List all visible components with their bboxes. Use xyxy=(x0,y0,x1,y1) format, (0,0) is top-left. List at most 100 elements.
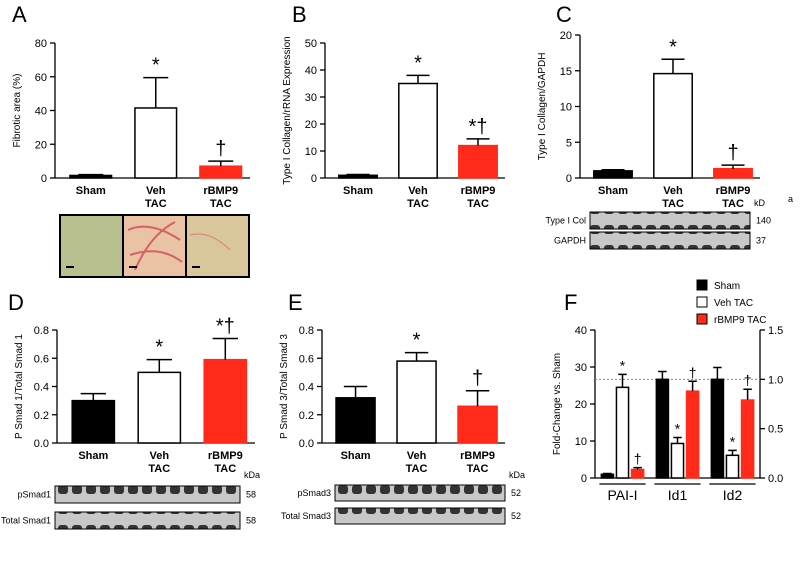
bar xyxy=(71,399,116,444)
error-bar xyxy=(618,373,627,388)
bar xyxy=(653,72,693,179)
blot-size: 58 xyxy=(246,490,256,500)
y-tick-label: 0.0 xyxy=(34,438,49,450)
x-tick-label: Veh TAC xyxy=(407,185,429,210)
significance-mark: † xyxy=(634,451,642,467)
histology-fibers xyxy=(127,221,183,271)
x-tick-label: rBMP9 TAC xyxy=(716,185,751,210)
error-bar xyxy=(465,389,490,407)
error-bar xyxy=(688,380,697,392)
y-tick-label: 20 xyxy=(575,399,587,411)
bar xyxy=(458,144,498,179)
x-tick-label: Id2 xyxy=(723,487,743,503)
x-tick-label: Veh TAC xyxy=(406,450,428,475)
significance-mark: * xyxy=(413,330,421,352)
x-tick-label: Sham xyxy=(343,185,373,197)
y-tick-label: 0.0 xyxy=(299,438,314,450)
blot-label: pSmad3 xyxy=(297,488,331,498)
blot-label: Type I Col xyxy=(545,216,586,226)
error-bar xyxy=(713,366,722,380)
error-bar xyxy=(728,449,737,456)
y-tick-label: 0.4 xyxy=(34,382,49,394)
blot-label: pSmad1 xyxy=(17,490,51,500)
bar xyxy=(335,397,376,444)
significance-mark: * xyxy=(152,55,160,77)
scale-bar xyxy=(129,266,137,268)
histology-images xyxy=(59,214,250,278)
blot-label: Total Smad3 xyxy=(281,511,331,521)
bar xyxy=(593,170,633,179)
error-bar xyxy=(601,169,625,171)
error-bar xyxy=(603,472,612,475)
y-tick-label: 80 xyxy=(35,38,47,50)
legend-label: rBMP9 TAC xyxy=(714,315,766,326)
panel-letter: D xyxy=(8,290,24,315)
blot-row xyxy=(334,484,506,502)
y-tick-label: 30 xyxy=(305,92,317,104)
y-tick-label: 0.2 xyxy=(34,410,49,422)
x-tick-label: Veh TAC xyxy=(662,185,684,210)
bar xyxy=(655,378,670,479)
legend-swatch xyxy=(696,296,708,308)
legend-label: Veh TAC xyxy=(714,298,753,309)
y-axis-label: P Smad 3/Total Smad 3 xyxy=(279,334,290,439)
y-tick-label: 40 xyxy=(35,106,47,118)
error-bar xyxy=(721,164,745,169)
error-bar xyxy=(743,388,752,401)
x-tick-label: Sham xyxy=(341,450,371,462)
bar xyxy=(69,174,113,179)
bar xyxy=(338,174,378,179)
y-axis-label: Fold-Change vs. Sham xyxy=(552,353,563,455)
y-tick-label: 10 xyxy=(560,102,572,114)
significance-mark: * xyxy=(620,357,626,373)
panel-letter: C xyxy=(556,2,572,27)
error-bar xyxy=(78,173,104,176)
x-tick-label: Sham xyxy=(76,185,106,197)
error-bar xyxy=(406,74,430,84)
significance-mark: * xyxy=(675,421,681,437)
y-tick-label: 40 xyxy=(305,65,317,77)
y-axis-label: Type I Collagen/rRNA Expression xyxy=(282,36,293,184)
blot-row xyxy=(589,231,751,250)
significance-mark: * xyxy=(155,337,163,359)
legend-label: Sham xyxy=(714,281,740,292)
y-tick-label: 40 xyxy=(575,325,587,337)
blot-row xyxy=(54,511,241,530)
y-axis-label: Fibrotic area (%) xyxy=(12,74,23,148)
error-bar xyxy=(80,392,106,401)
y-tick-label: 0 xyxy=(581,473,587,485)
bar xyxy=(398,82,438,179)
blot-size: 52 xyxy=(511,511,521,521)
bar xyxy=(137,371,182,444)
significance-mark: * xyxy=(669,36,677,58)
x-tick-label: Sham xyxy=(598,185,628,197)
error-bar xyxy=(633,466,642,470)
blot-size: 37 xyxy=(756,236,766,246)
bar xyxy=(203,358,248,444)
legend-swatch xyxy=(696,313,708,325)
blot-size: 58 xyxy=(246,516,256,526)
x-tick-label: Veh TAC xyxy=(148,450,170,475)
bar xyxy=(615,386,630,479)
y-tick-label: 0.2 xyxy=(299,410,314,422)
bar xyxy=(630,468,645,479)
significance-mark: *† xyxy=(216,315,235,337)
blot-row xyxy=(54,485,241,504)
y-tick-label: 10 xyxy=(575,436,587,448)
significance-mark: † xyxy=(744,372,752,388)
bar xyxy=(457,405,498,444)
y-tick-label: 5 xyxy=(566,137,572,149)
y-tick-label: 20 xyxy=(305,119,317,131)
y2-tick-label: 0.0 xyxy=(768,473,783,485)
x-tick-label: PAI-I xyxy=(607,487,637,503)
error-bar xyxy=(143,76,169,108)
x-tick-label: rBMP9 TAC xyxy=(203,185,238,210)
y-tick-label: 0 xyxy=(311,173,317,185)
x-tick-label: rBMP9 TAC xyxy=(460,450,495,475)
significance-mark: *† xyxy=(469,116,488,138)
y-axis-label: P Smad 1/Total Smad 1 xyxy=(14,334,25,439)
blot-row xyxy=(334,507,506,525)
x-tick-label: Sham xyxy=(78,450,108,462)
bar xyxy=(685,390,700,479)
